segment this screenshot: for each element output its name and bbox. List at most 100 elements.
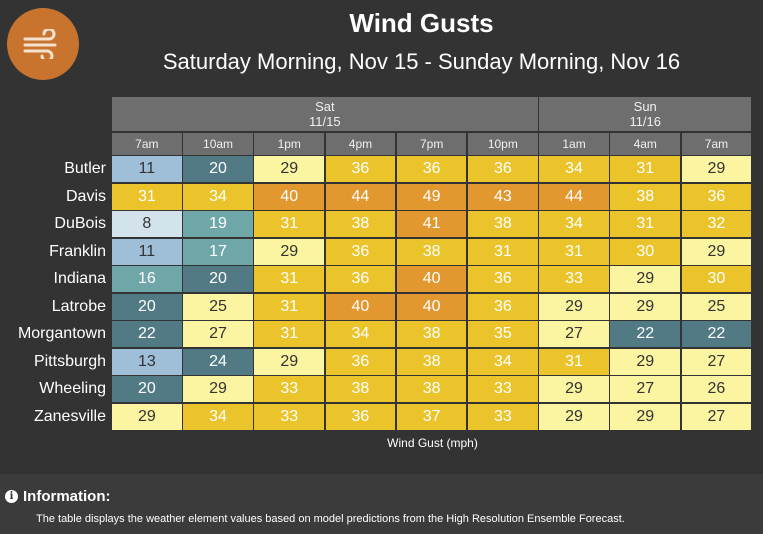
gust-cell: 20 [112,376,182,402]
gust-cell: 33 [468,376,538,402]
gust-cell: 36 [396,156,467,182]
gust-cell: 27 [183,321,253,347]
wind-icon [23,29,57,59]
gust-cell: 33 [468,403,538,430]
gust-cell: 40 [325,293,396,320]
gust-cell: 16 [112,266,182,292]
gust-cell: 38 [396,348,467,375]
gust-cell: 30 [610,238,681,265]
gust-cell: 36 [468,156,538,182]
gust-cell: 22 [610,321,681,347]
gust-cell: 38 [325,376,396,402]
gust-cell: 40 [254,183,325,210]
gust-cell: 20 [112,293,182,320]
gust-cell: 31 [254,293,325,320]
day-header-sat: Sat 11/15 [112,97,538,131]
gust-cell: 34 [468,348,538,375]
station-label: Morgantown [17,325,106,342]
gust-cell: 37 [396,403,467,430]
gust-cell: 29 [254,238,325,265]
gust-cell: 29 [610,403,681,430]
gust-cell: 32 [681,211,752,237]
station-label: Butler [64,160,106,177]
gust-cell: 27 [539,321,609,347]
gust-cell: 35 [468,321,538,347]
gust-cell: 33 [254,376,325,402]
gust-cell: 31 [610,156,681,182]
logo [7,8,79,80]
gust-cell: 34 [539,211,609,237]
gust-cell: 38 [396,238,467,265]
gust-cell: 43 [468,183,538,210]
gust-cell: 40 [396,293,467,320]
gust-cell: 29 [539,403,609,430]
page-subtitle: Saturday Morning, Nov 15 - Sunday Mornin… [162,49,681,74]
gust-cell: 19 [183,211,253,237]
gust-cell: 38 [396,321,467,347]
gust-cell: 31 [254,211,325,237]
info-panel [0,474,763,534]
gust-cell: 44 [539,183,609,210]
gust-cell: 34 [183,403,253,430]
gust-cell: 33 [254,403,325,430]
station-label: Davis [65,187,106,205]
station-label: Latrobe [51,297,106,315]
gust-cell: 29 [254,156,325,182]
gust-cell: 29 [183,376,253,402]
gust-cell: 27 [681,348,752,375]
time-header: 1pm [254,133,325,155]
gust-cell: 31 [112,183,182,210]
gust-cell: 34 [325,321,396,347]
gust-cell: 26 [681,376,752,402]
gust-cell: 36 [468,293,538,320]
gust-cell: 34 [539,156,609,182]
gust-cell: 29 [610,293,681,320]
gust-cell: 17 [183,238,253,265]
gust-cell: 11 [112,156,182,182]
gust-cell: 29 [112,403,182,430]
info-text: The table displays the weather element v… [36,513,625,525]
gust-cell: 33 [539,266,609,292]
gust-cell: 36 [468,266,538,292]
gust-cell: 44 [325,183,396,210]
gust-cell: 31 [254,266,325,292]
gust-cell: 31 [468,238,538,265]
time-header: 4pm [325,133,396,155]
gust-cell: 38 [396,376,467,402]
gust-cell: 27 [610,376,681,402]
gust-cell: 38 [610,183,681,210]
info-title: Information: [23,488,111,505]
gust-cell: 29 [610,266,681,292]
gust-cell: 31 [539,238,609,265]
gust-cell: 31 [539,348,609,375]
gust-cell: 40 [396,266,467,292]
gust-cell: 29 [610,348,681,375]
gust-cell: 38 [325,211,396,237]
station-label: Pittsburgh [33,352,106,370]
gust-cell: 25 [681,293,752,320]
gust-cell: 29 [539,293,609,320]
gust-cell: 27 [681,403,752,430]
gust-cell: 49 [396,183,467,210]
gust-cell: 8 [112,211,182,237]
info-heading: i Information: [5,488,111,505]
gust-cell: 31 [610,211,681,237]
legend-label: Wind Gust (mph) [387,436,478,450]
time-header: 10pm [468,133,538,155]
gust-cell: 41 [396,211,467,237]
day-date: 11/15 [309,114,341,129]
day-name: Sat [315,99,335,114]
day-header-sun: Sun 11/16 [539,97,752,131]
time-header: 1am [539,133,609,155]
time-header: 7am [681,133,752,155]
time-header: 7am [112,133,182,155]
time-header: 4am [610,133,681,155]
day-name: Sun [633,99,657,114]
gust-cell: 13 [112,348,182,375]
gust-cell: 29 [539,376,609,402]
gust-cell: 36 [325,238,396,265]
gust-cell: 20 [183,266,253,292]
station-label: Wheeling [39,380,106,397]
gust-cell: 36 [681,183,752,210]
gust-cell: 24 [183,348,253,375]
